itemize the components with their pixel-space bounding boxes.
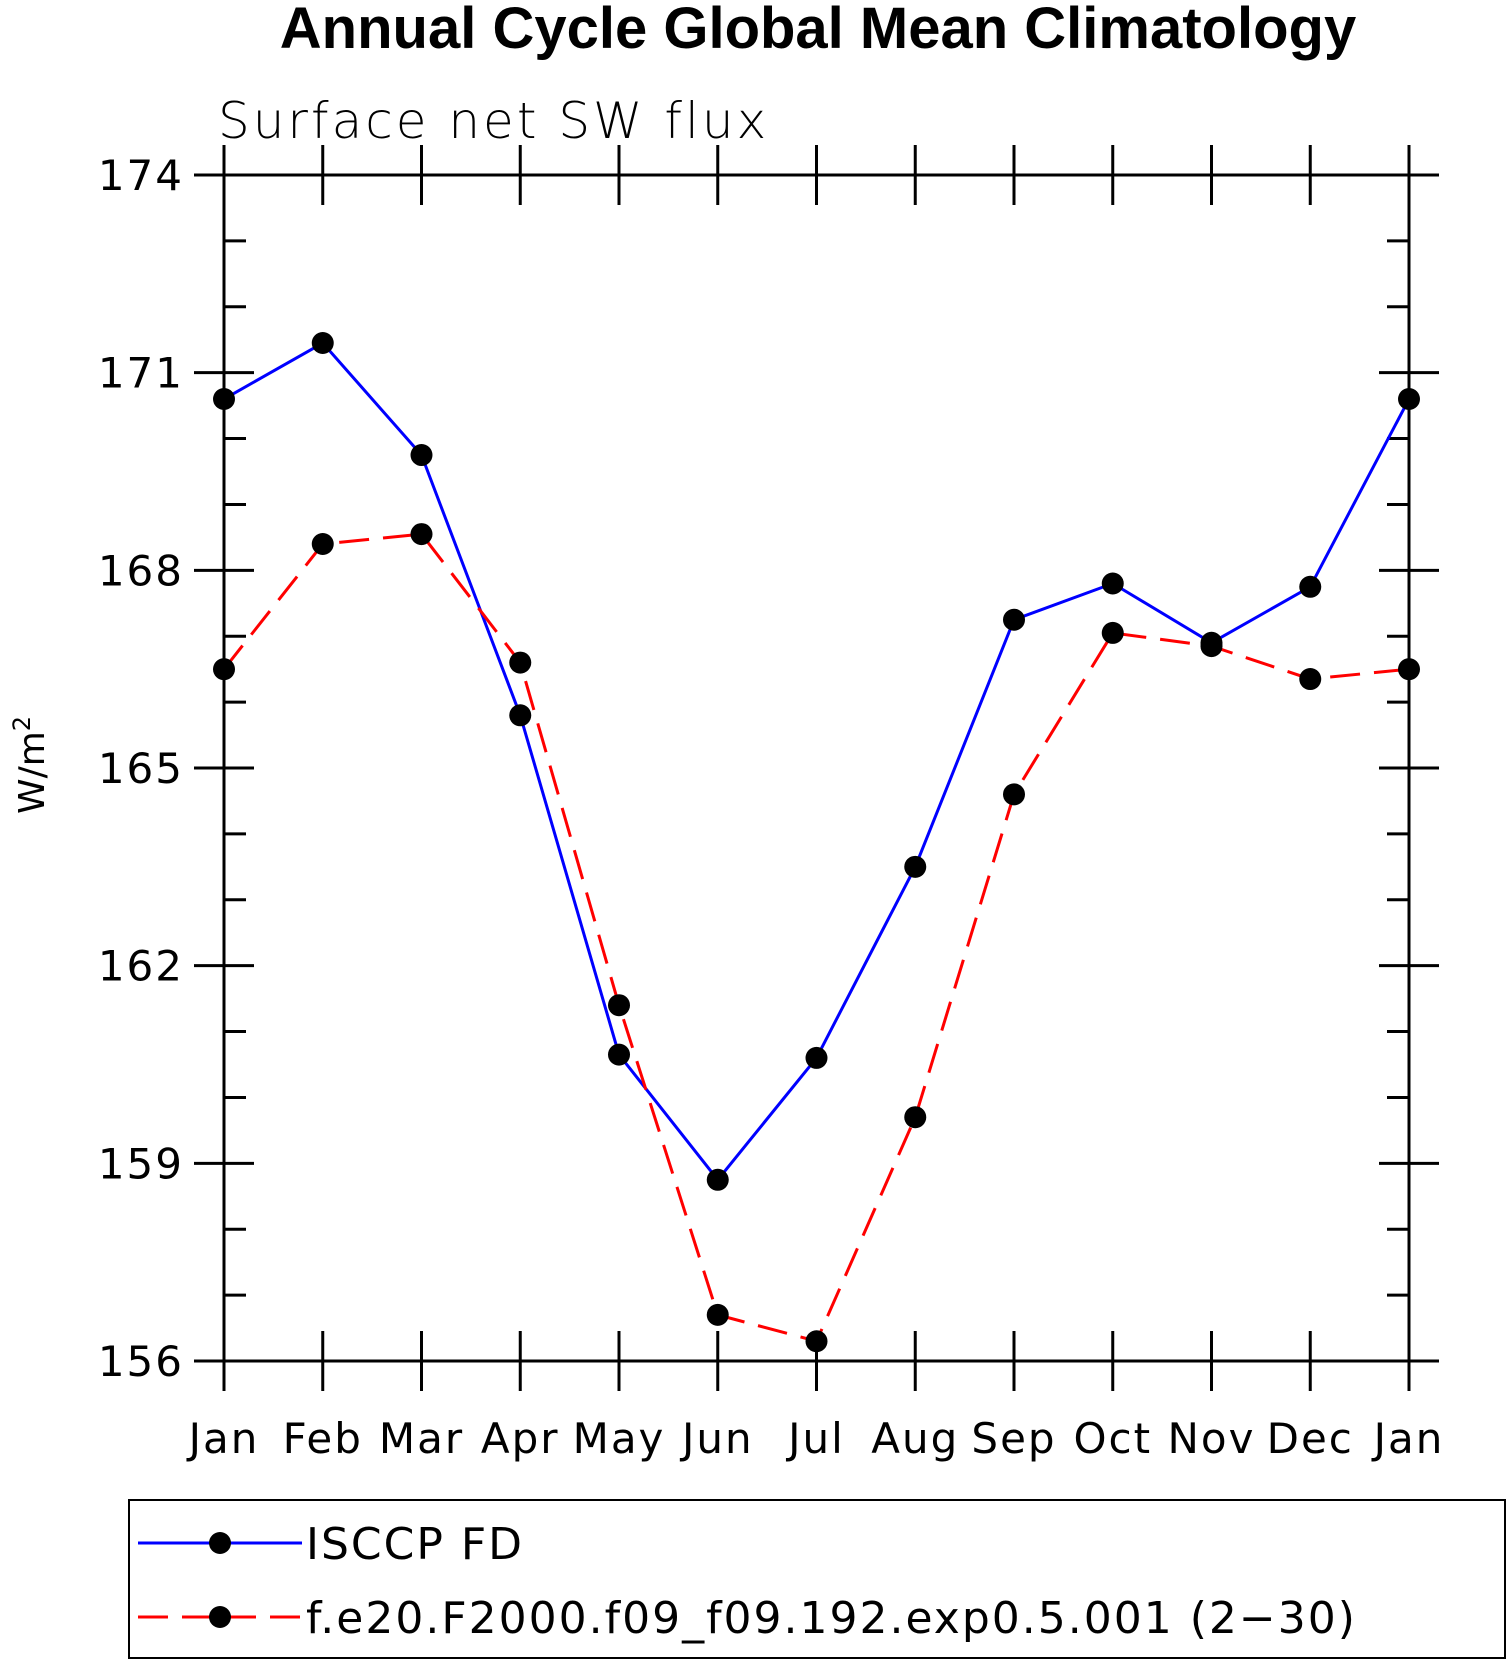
x-tick-labels: Jan Feb Mar Apr May Jun Jul Aug Sep Oct Nov Dec Jan: [186, 1414, 1445, 1463]
legend: ISCCP FD f.e20.F2000.f09_f09.192.exp0.5.0…: [138, 1519, 1357, 1644]
data-point: [904, 855, 927, 878]
data-point: [1398, 658, 1420, 681]
data-point: [1003, 608, 1025, 631]
y-tick-label: 162: [98, 942, 184, 991]
y-tick-labels: 174 171 168 165 162 159 156: [98, 151, 184, 1386]
data-point: [706, 1168, 729, 1191]
data-point: [805, 1330, 828, 1353]
legend-box: [128, 1499, 1506, 1659]
y-axis-label-superscript: 2: [8, 716, 36, 731]
svg-text:W/m2: W/m2: [8, 716, 53, 814]
data-point: [706, 1303, 729, 1326]
data-point: [410, 444, 433, 467]
x-tick-label: Jan: [186, 1414, 260, 1463]
axis-ticks: [194, 145, 1439, 1391]
x-tick-label: Jun: [679, 1414, 754, 1463]
y-tick-label: 168: [98, 546, 184, 595]
legend-label-2: f.e20.F2000.f09_f09.192.exp0.5.001 (2−30…: [306, 1593, 1357, 1644]
legend-label-1: ISCCP FD: [306, 1519, 524, 1570]
data-point: [410, 523, 433, 546]
x-tick-label: Oct: [1073, 1414, 1152, 1463]
legend-marker-2: [209, 1606, 231, 1628]
y-tick-label: 174: [98, 151, 184, 200]
chart-title: Annual Cycle Global Mean Climatology: [280, 0, 1356, 61]
legend-marker-1: [209, 1532, 231, 1554]
y-tick-label: 165: [98, 744, 184, 793]
data-point: [1299, 575, 1322, 598]
plot-frame: [222, 173, 1411, 1363]
x-tick-label: Jul: [785, 1414, 845, 1463]
data-point: [311, 332, 334, 355]
data-point: [1398, 388, 1420, 411]
data-point: [509, 704, 532, 727]
data-point: [904, 1106, 927, 1129]
x-tick-label: Apr: [481, 1414, 560, 1463]
x-tick-label: Nov: [1168, 1414, 1256, 1463]
series-markers: [213, 332, 1420, 1353]
data-point: [805, 1046, 828, 1069]
data-point: [1299, 668, 1322, 691]
data-point: [1200, 635, 1223, 658]
data-point: [608, 1043, 630, 1066]
data-point: [213, 388, 235, 411]
data-point: [509, 651, 532, 674]
x-tick-label: Sep: [971, 1414, 1056, 1463]
x-tick-label: Dec: [1267, 1414, 1354, 1463]
data-point: [608, 994, 630, 1017]
x-tick-label: Feb: [283, 1414, 363, 1463]
series-line-2: [222, 532, 1410, 1344]
data-point: [1101, 572, 1124, 595]
y-axis-label-text: W/m: [12, 731, 53, 814]
y-tick-label: 156: [98, 1337, 184, 1386]
data-point: [213, 658, 235, 681]
x-tick-label: Jan: [1371, 1414, 1445, 1463]
x-tick-label: Mar: [379, 1414, 464, 1463]
y-axis-label: W/m2: [8, 716, 53, 814]
data-point: [311, 532, 334, 555]
series-lines: [222, 341, 1411, 1344]
x-tick-label: May: [573, 1414, 666, 1463]
y-tick-label: 159: [98, 1139, 184, 1188]
x-tick-label: Aug: [871, 1414, 959, 1463]
data-point: [1003, 783, 1025, 806]
chart-subtitle: Surface net SW flux: [218, 92, 769, 150]
y-tick-label: 171: [98, 349, 184, 398]
data-point: [1101, 621, 1124, 644]
